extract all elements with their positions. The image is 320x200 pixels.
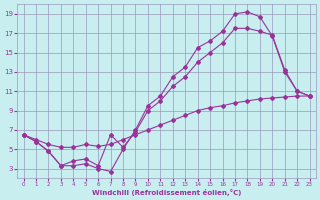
X-axis label: Windchill (Refroidissement éolien,°C): Windchill (Refroidissement éolien,°C) <box>92 189 241 196</box>
